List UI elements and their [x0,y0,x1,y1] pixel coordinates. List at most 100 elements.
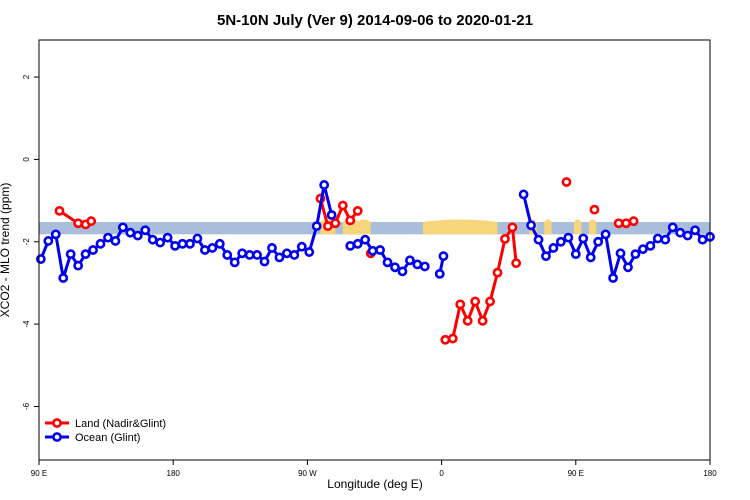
series-1-point-0-29 [252,250,262,260]
x-tick-label-5: 180 [703,469,717,478]
series-0-point-4-0 [561,177,572,187]
series-1-point-0-3 [58,273,69,283]
y-axis-label: XCO2 - MLO trend (ppm) [0,183,12,318]
series-0-point-3-7 [492,267,503,278]
series-1-point-1-6 [390,262,400,273]
series-1-point-3-15 [630,249,641,260]
band-land-5 [544,219,552,235]
series-1-point-3-13 [615,248,626,259]
series-1-point-0-6 [80,249,91,260]
series-1-point-1-0 [345,240,356,251]
series-1-point-1-9 [412,259,423,270]
plot-frame [38,39,711,461]
series-1-point-1-7 [397,266,408,277]
series-1-point-3-24 [697,234,708,245]
legend-marker-0 [52,418,62,428]
series-1-point-1-1 [352,238,363,249]
band-land-7 [588,219,597,235]
series-0-point-3-3 [462,315,473,326]
series-1-point-0-16 [155,237,166,248]
x-tick-label-2: 90 W [298,469,317,478]
y-axis: 2 0 -2 -4 -6 [22,74,39,410]
series-1-point-0-32 [274,252,285,263]
legend-label-1: Ocean (Glint) [75,432,140,444]
series-1-point-0-21 [192,233,203,244]
series-1-point-0-23 [207,243,218,253]
series-layer [35,177,715,345]
series-1-point-2-1 [438,251,449,262]
band-ocean [39,222,710,235]
series-1-point-3-18 [652,233,663,244]
series-1-point-0-31 [267,243,277,253]
series-1-point-3-5 [555,236,566,247]
x-tick-label-0: 90 E [31,469,47,478]
series-1-point-0-37 [311,221,322,232]
legend-label-0: Land (Nadir&Glint) [75,418,166,430]
series-1-point-0-13 [132,230,143,241]
series-1-point-0-20 [185,238,195,249]
series-0-point-1-4 [345,215,356,226]
series-1-point-0-10 [110,236,121,246]
series-1-point-0-19 [177,238,188,249]
series-1-point-3-17 [645,240,656,251]
series-1-point-0-1 [43,236,54,246]
series-1-point-3-7 [570,249,581,260]
series-0-point-3-8 [500,233,510,244]
series-0-point-1-1 [323,221,333,232]
series-1-point-3-16 [638,244,648,255]
series-0-point-3-0 [440,334,451,345]
series-1-point-3-4 [548,243,559,253]
series-0-point-3-5 [477,315,488,326]
series-1-point-3-12 [608,273,618,283]
series-1-point-3-20 [667,222,678,233]
series-1-point-1-5 [382,257,393,268]
series-0-point-3-4 [470,296,481,307]
x-tick-label-1: 180 [167,469,181,478]
series-1-point-3-23 [690,225,700,236]
x-tick-label-4: 90 E [568,469,584,478]
band-land-3 [422,219,498,235]
series-1-point-3-19 [660,234,671,245]
series-1-point-0-38 [319,180,330,190]
series-1-point-0-17 [162,232,173,243]
series-0-point-6-0 [613,218,624,229]
series-0 [54,177,639,345]
band-land-2 [357,219,371,235]
series-1-point-0-9 [103,232,113,243]
series-0-point-0-3 [86,216,97,227]
series-1-point-1-8 [405,255,415,266]
series-0-point-1-2 [330,218,341,229]
series-1-point-0-5 [73,260,84,271]
series-0-point-3-6 [485,296,495,307]
y-tick-label-2: -2 [22,238,31,246]
y-tick-label-1: 0 [22,157,31,162]
series-1-point-3-3 [541,251,551,262]
series-1-point-3-6 [563,232,574,243]
y-tick-label-3: -4 [22,320,31,328]
series-1-point-3-22 [682,230,693,241]
series-1-point-0-36 [304,247,315,257]
y-tick-label-0: 2 [22,74,31,79]
y-tick-label-4: -6 [22,402,31,410]
series-1-point-3-21 [675,227,686,238]
series-1-point-3-10 [593,236,604,247]
series-1-point-3-1 [526,220,536,231]
series-1-point-1-3 [367,245,378,256]
reference-band [39,219,710,235]
series-1-point-0-7 [88,245,98,255]
series-0-point-3-1 [447,333,458,344]
series-1-point-0-39 [326,210,337,220]
series-1-point-0-15 [147,234,158,245]
legend-marker-1 [52,432,62,442]
legend: Land (Nadir&Glint) Ocean (Glint) [45,418,166,444]
series-1-point-0-14 [140,225,151,236]
series-0-point-0-1 [73,218,84,229]
series-1-point-0-26 [229,257,240,268]
series-0-point-3-9 [507,222,518,233]
series-0-point-3-10 [511,258,522,269]
series-1-point-0-18 [170,240,180,251]
series-0-point-1-3 [337,200,348,211]
series-1-point-3-14 [623,262,633,273]
series-1-point-3-2 [533,234,544,245]
